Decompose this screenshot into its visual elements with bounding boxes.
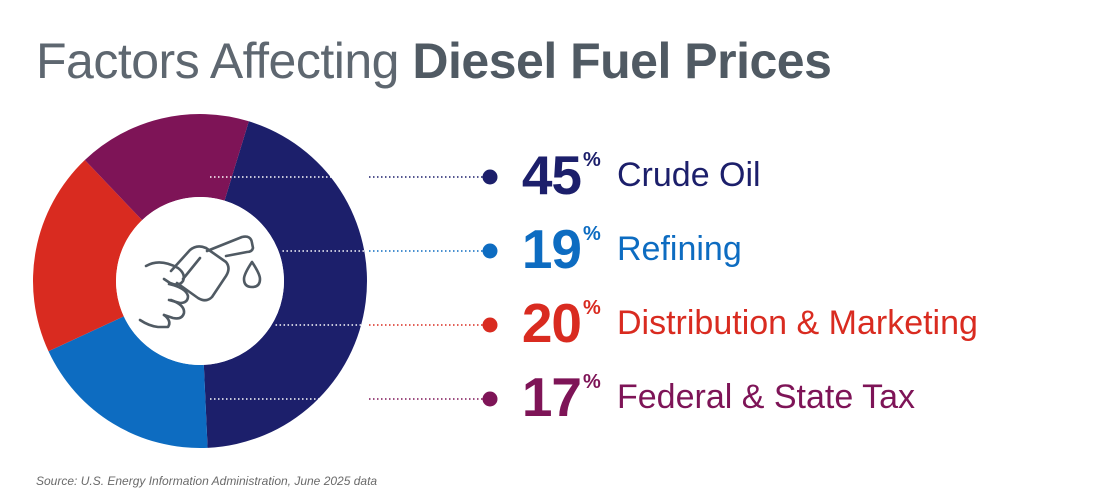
- leader-dot-federal-state-tax: [482, 391, 498, 407]
- legend-value-crude-oil: 45: [521, 144, 582, 206]
- legend-label-crude-oil: Crude Oil: [617, 156, 761, 194]
- legend-value-tax: 17: [521, 366, 582, 428]
- legend-row-refining: 19% Refining: [505, 219, 742, 279]
- legend-value-distribution: 20: [521, 292, 582, 354]
- legend-pct-tax: %: [583, 371, 601, 393]
- leader-lines: [210, 169, 498, 407]
- legend-value-refining: 19: [521, 218, 582, 280]
- donut-hole: [116, 197, 284, 365]
- legend-pct-refining: %: [583, 223, 601, 245]
- title-light: Factors Affecting: [36, 33, 399, 89]
- leader-dot-refining: [482, 243, 498, 259]
- slice-crude-oil: [203, 121, 367, 448]
- leader-dot-distribution-marketing: [482, 317, 498, 333]
- leader-dot-crude-oil: [482, 169, 498, 185]
- slice-refining: [48, 316, 208, 448]
- legend-row-tax: 17% Federal & State Tax: [505, 367, 915, 427]
- page-title: Factors Affecting Diesel Fuel Prices: [36, 30, 832, 92]
- donut-slices: [32, 114, 367, 448]
- legend-row-crude-oil: 45% Crude Oil: [505, 145, 761, 205]
- legend-row-distribution: 20% Distribution & Marketing: [505, 293, 978, 353]
- slice-federal-state-tax: [84, 114, 249, 221]
- title-bold: Diesel Fuel Prices: [412, 33, 832, 89]
- legend-label-refining: Refining: [617, 230, 742, 268]
- source-note: Source: U.S. Energy Information Administ…: [36, 474, 378, 488]
- fuel-nozzle-icon: [138, 235, 262, 329]
- legend-label-tax: Federal & State Tax: [617, 378, 915, 416]
- legend-pct-distribution: %: [583, 297, 601, 319]
- legend-label-distribution: Distribution & Marketing: [617, 304, 978, 342]
- legend-pct-crude-oil: %: [583, 149, 601, 171]
- slice-distribution-marketing: [32, 160, 143, 352]
